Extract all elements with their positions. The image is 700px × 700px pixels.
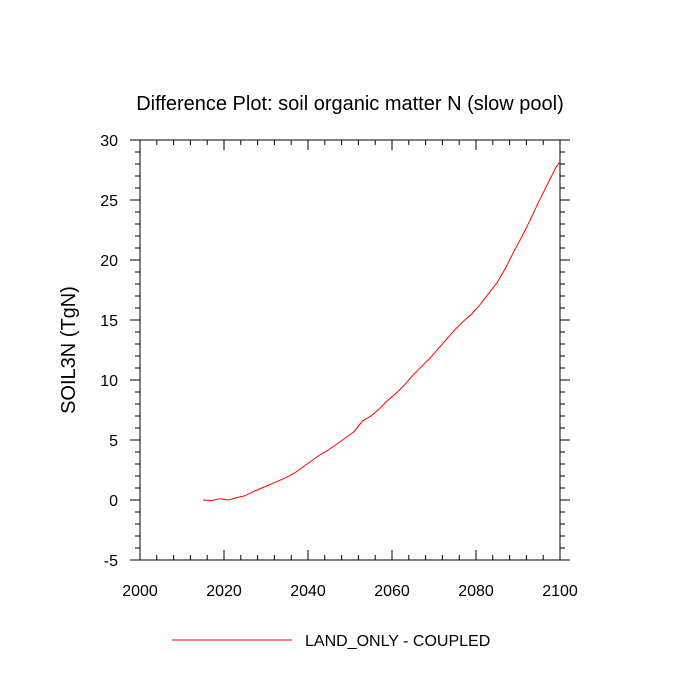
y-tick-label: 15 [100,313,118,330]
y-tick-labels: -5 0 5 10 15 20 25 30 [100,133,118,570]
chart-title: Difference Plot: soil organic matter N (… [136,93,564,115]
legend-label: LAND_ONLY - COUPLED [305,633,490,650]
y-tick-label: 30 [100,133,118,150]
plot-frame [139,139,561,561]
x-tick-labels: 2000 2020 2040 2060 2080 2100 [122,583,578,600]
y-tick-label: 20 [100,253,118,270]
x-tick-label: 2000 [122,583,158,600]
y-tick-label: 10 [100,373,118,390]
x-tick-label: 2020 [206,583,242,600]
x-tick-label: 2100 [542,583,578,600]
x-tick-label: 2040 [290,583,326,600]
y-tick-label: 5 [109,433,118,450]
x-tick-label: 2080 [458,583,494,600]
minor-ticks [135,140,565,560]
legend: LAND_ONLY - COUPLED [172,633,490,650]
y-tick-label: -5 [104,553,118,570]
major-ticks [130,139,570,561]
y-tick-label: 25 [100,193,118,210]
series-line-land-only-minus-coupled [202,161,561,502]
y-tick-label: 0 [109,493,118,510]
x-tick-label: 2060 [374,583,410,600]
y-axis-label: SOIL3N (TgN) [58,286,80,414]
